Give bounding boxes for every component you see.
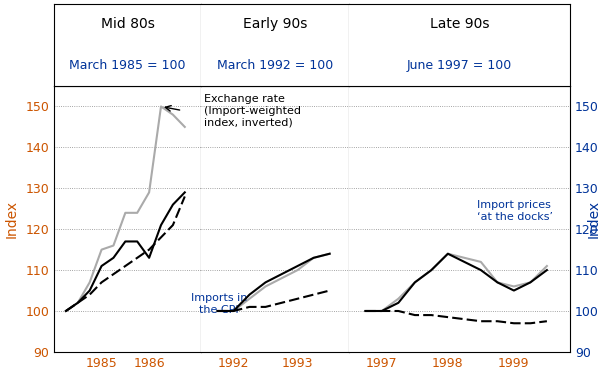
Text: March 1992 = 100: March 1992 = 100 — [217, 59, 333, 72]
Text: Mid 80s: Mid 80s — [101, 18, 155, 31]
Text: Exchange rate
(Import-weighted
index, inverted): Exchange rate (Import-weighted index, in… — [205, 94, 301, 127]
Text: Index: Index — [587, 200, 600, 238]
Text: Late 90s: Late 90s — [430, 18, 489, 31]
Text: March 1985 = 100: March 1985 = 100 — [70, 59, 186, 72]
Text: Early 90s: Early 90s — [243, 18, 307, 31]
Text: Import prices
‘at the docks’: Import prices ‘at the docks’ — [477, 200, 553, 222]
Text: Imports in
the CPI: Imports in the CPI — [191, 293, 247, 315]
Text: June 1997 = 100: June 1997 = 100 — [407, 59, 512, 72]
Text: Index: Index — [5, 200, 19, 238]
